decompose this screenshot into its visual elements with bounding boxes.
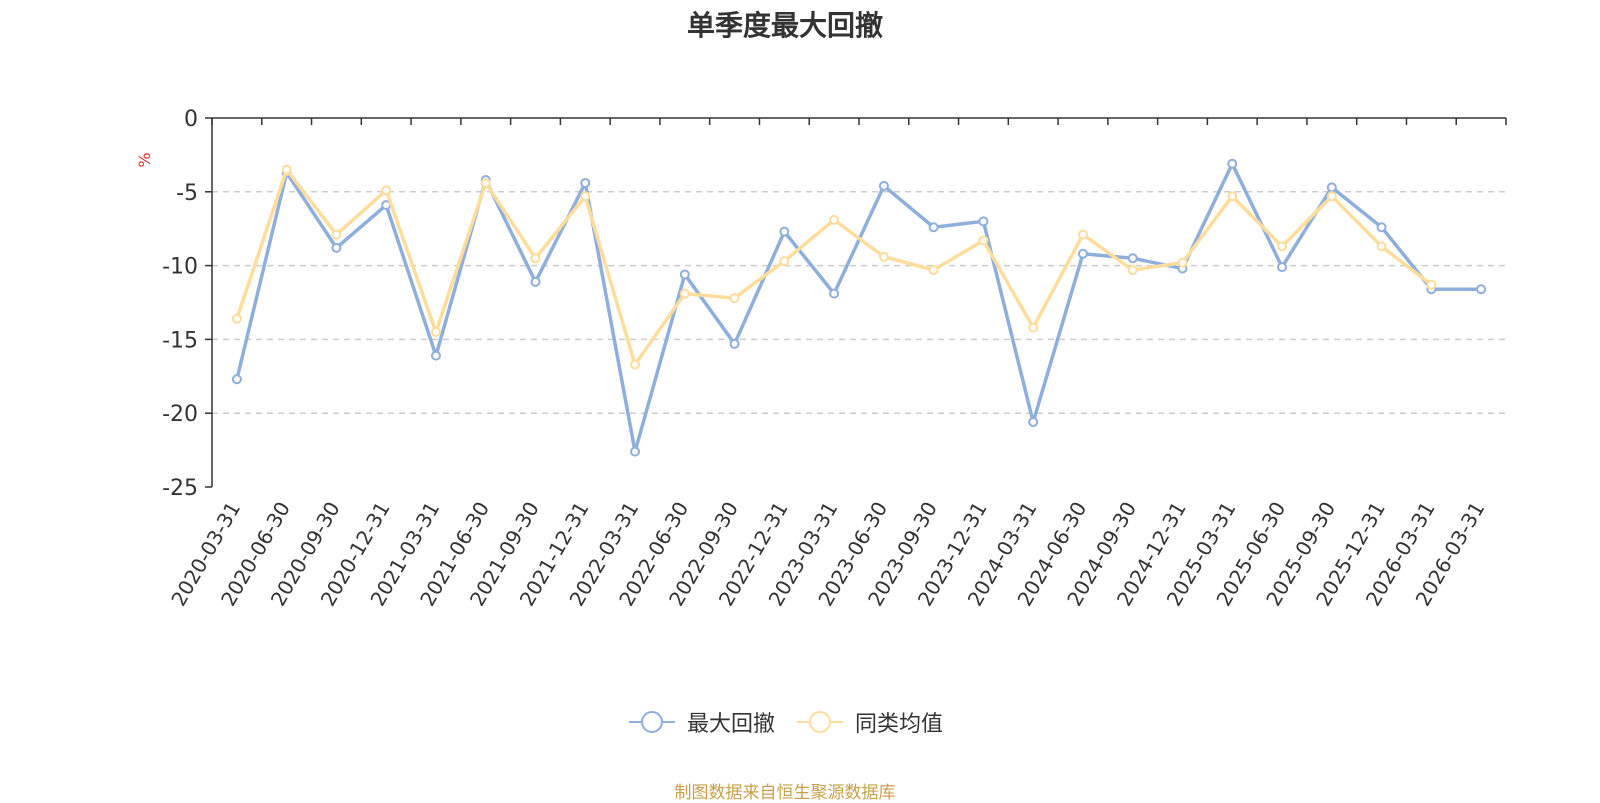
data-point xyxy=(878,180,889,191)
data-point xyxy=(978,216,989,227)
data-point xyxy=(530,276,541,287)
legend: 最大回撤 同类均值 xyxy=(0,706,1570,738)
data-point xyxy=(630,446,641,457)
data-point xyxy=(1376,222,1387,233)
data-point xyxy=(430,327,441,338)
y-tick-label: 0 xyxy=(184,107,198,132)
data-point xyxy=(630,359,641,370)
data-point xyxy=(729,293,740,304)
data-point xyxy=(1277,262,1288,273)
y-tick-label: -25 xyxy=(162,476,198,501)
data-point xyxy=(679,288,690,299)
data-point xyxy=(1376,241,1387,252)
legend-marker-circle xyxy=(640,711,663,733)
data-point xyxy=(480,177,491,188)
data-point xyxy=(928,222,939,233)
data-point xyxy=(231,374,242,385)
data-point xyxy=(1077,248,1088,259)
data-point xyxy=(928,265,939,276)
data-point xyxy=(580,177,591,188)
data-point xyxy=(580,191,591,202)
data-point xyxy=(1326,182,1337,193)
data-point xyxy=(1028,417,1039,428)
data-point xyxy=(1426,279,1437,290)
data-point xyxy=(530,253,541,264)
data-point xyxy=(1227,158,1238,169)
data-point xyxy=(281,164,292,175)
y-tick-label: -10 xyxy=(162,255,198,280)
data-point xyxy=(1127,253,1138,264)
series-lines xyxy=(231,158,1487,457)
data-point xyxy=(779,226,790,237)
data-point xyxy=(1077,229,1088,240)
data-point xyxy=(679,269,690,280)
legend-marker-icon xyxy=(797,711,843,733)
legend-label: 最大回撤 xyxy=(686,712,775,737)
data-point xyxy=(381,185,392,196)
data-point xyxy=(729,338,740,349)
data-point xyxy=(430,350,441,361)
legend-item-1[interactable]: 最大回撤 xyxy=(627,706,775,738)
data-point xyxy=(829,214,840,225)
data-point xyxy=(978,235,989,246)
data-source-note: 制图数据来自恒生聚源数据库 xyxy=(674,783,896,803)
data-point xyxy=(331,242,342,253)
grid-lines xyxy=(212,191,1506,414)
y-axis-unit: % xyxy=(135,152,154,167)
data-point xyxy=(1277,241,1288,252)
y-tick-label: -5 xyxy=(176,181,198,206)
y-tick-label: -15 xyxy=(162,328,198,353)
axes: 0-5-10-15-20-252020-03-312020-06-302020-… xyxy=(162,107,1507,610)
data-point xyxy=(829,288,840,299)
legend-marker-circle xyxy=(809,711,831,733)
data-point xyxy=(331,229,342,240)
series-line-2 xyxy=(235,167,1433,367)
data-point xyxy=(878,251,889,262)
data-point xyxy=(1326,191,1337,202)
legend-marker-icon xyxy=(628,711,675,733)
data-point xyxy=(231,313,242,324)
series-line-1 xyxy=(235,162,1482,454)
y-tick-label: -20 xyxy=(162,402,198,427)
data-point xyxy=(1127,265,1138,276)
data-point xyxy=(779,256,790,267)
data-point xyxy=(1227,191,1238,202)
data-point xyxy=(1177,257,1188,268)
legend-item-2[interactable]: 同类均值 xyxy=(795,706,943,738)
legend-label: 同类均值 xyxy=(855,712,944,737)
chart-title: 单季度最大回撤 xyxy=(686,9,883,42)
data-point xyxy=(1028,322,1039,333)
data-point xyxy=(1476,284,1487,295)
